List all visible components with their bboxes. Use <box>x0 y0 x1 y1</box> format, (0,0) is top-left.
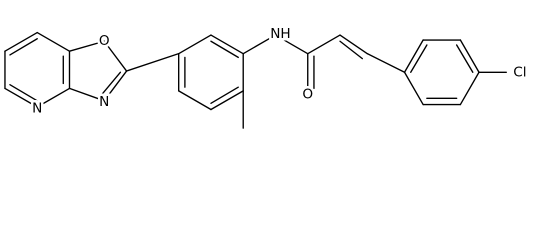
atom-label: N <box>99 94 109 110</box>
bonds <box>4 31 507 129</box>
atom-label: N <box>32 100 42 116</box>
atom-labels: O N N NH O Cl <box>30 23 529 118</box>
molecule-diagram: O N N NH O Cl <box>4 23 529 129</box>
atom-label: NH <box>270 26 290 42</box>
page: O N N NH O Cl (() => { const data = JSON… <box>4 23 529 129</box>
atom-label: O <box>99 33 110 49</box>
atom-label: Cl <box>513 64 526 80</box>
atom-label: O <box>302 87 313 103</box>
